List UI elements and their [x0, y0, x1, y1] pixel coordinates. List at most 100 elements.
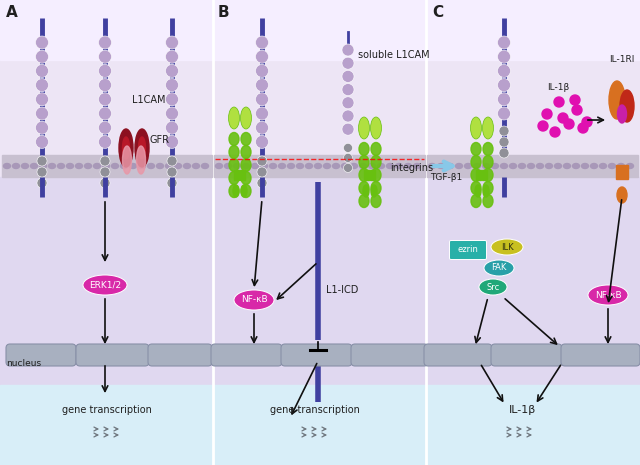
- Text: NF-κB: NF-κB: [241, 295, 268, 305]
- Ellipse shape: [241, 159, 251, 172]
- Ellipse shape: [252, 164, 259, 168]
- Ellipse shape: [157, 164, 163, 168]
- Ellipse shape: [342, 84, 354, 96]
- Ellipse shape: [184, 164, 191, 168]
- Ellipse shape: [363, 185, 369, 197]
- FancyBboxPatch shape: [6, 344, 76, 366]
- Ellipse shape: [305, 164, 312, 168]
- Ellipse shape: [499, 126, 509, 136]
- Ellipse shape: [492, 164, 499, 168]
- Ellipse shape: [447, 164, 454, 168]
- Ellipse shape: [296, 164, 303, 168]
- Ellipse shape: [167, 156, 177, 166]
- Ellipse shape: [99, 64, 111, 77]
- FancyBboxPatch shape: [281, 344, 352, 366]
- Ellipse shape: [166, 93, 179, 106]
- Ellipse shape: [358, 117, 369, 139]
- Ellipse shape: [278, 164, 285, 168]
- Ellipse shape: [255, 135, 269, 148]
- Ellipse shape: [22, 164, 29, 168]
- Ellipse shape: [35, 36, 49, 49]
- Ellipse shape: [371, 142, 381, 155]
- Ellipse shape: [93, 164, 100, 168]
- Ellipse shape: [483, 142, 493, 155]
- Ellipse shape: [99, 135, 111, 148]
- Ellipse shape: [241, 133, 251, 146]
- Ellipse shape: [333, 164, 339, 168]
- Ellipse shape: [600, 164, 607, 168]
- Ellipse shape: [216, 164, 223, 168]
- Ellipse shape: [497, 79, 511, 92]
- Ellipse shape: [470, 117, 481, 139]
- Ellipse shape: [369, 164, 376, 168]
- Ellipse shape: [387, 164, 394, 168]
- Ellipse shape: [550, 127, 560, 137]
- Ellipse shape: [438, 164, 445, 168]
- Bar: [0, 0, 640, 60]
- Ellipse shape: [545, 164, 552, 168]
- Ellipse shape: [241, 107, 252, 129]
- Ellipse shape: [404, 164, 412, 168]
- Ellipse shape: [35, 64, 49, 77]
- Ellipse shape: [102, 164, 109, 168]
- Text: B: B: [218, 5, 230, 20]
- Ellipse shape: [536, 164, 543, 168]
- Ellipse shape: [229, 159, 239, 172]
- Ellipse shape: [627, 164, 634, 168]
- Ellipse shape: [538, 121, 548, 131]
- Bar: [234, 170, 239, 180]
- Ellipse shape: [570, 95, 580, 105]
- Ellipse shape: [359, 155, 369, 168]
- Ellipse shape: [471, 194, 481, 207]
- Ellipse shape: [243, 164, 250, 168]
- Ellipse shape: [167, 167, 177, 177]
- Ellipse shape: [122, 146, 131, 174]
- Ellipse shape: [360, 164, 367, 168]
- Ellipse shape: [228, 107, 239, 129]
- Text: ERK1/2: ERK1/2: [89, 280, 121, 290]
- Ellipse shape: [342, 110, 354, 122]
- Ellipse shape: [344, 143, 353, 153]
- Ellipse shape: [287, 164, 294, 168]
- FancyBboxPatch shape: [211, 344, 282, 366]
- Ellipse shape: [500, 164, 508, 168]
- Ellipse shape: [138, 164, 145, 168]
- Ellipse shape: [342, 57, 354, 69]
- Ellipse shape: [371, 168, 381, 181]
- Bar: [214, 155, 425, 177]
- Ellipse shape: [564, 119, 574, 129]
- Ellipse shape: [483, 168, 493, 181]
- Ellipse shape: [499, 148, 509, 158]
- Ellipse shape: [37, 167, 47, 177]
- Ellipse shape: [573, 164, 579, 168]
- Ellipse shape: [166, 36, 179, 49]
- Ellipse shape: [342, 44, 354, 56]
- Ellipse shape: [99, 121, 111, 134]
- Bar: [0, 177, 640, 465]
- Ellipse shape: [497, 64, 511, 77]
- Ellipse shape: [35, 135, 49, 148]
- Bar: [370, 170, 375, 180]
- Text: ezrin: ezrin: [458, 246, 479, 254]
- Ellipse shape: [471, 168, 481, 181]
- Ellipse shape: [49, 164, 56, 168]
- Ellipse shape: [371, 194, 381, 207]
- Bar: [482, 170, 487, 180]
- Ellipse shape: [497, 93, 511, 106]
- Bar: [427, 155, 638, 177]
- Ellipse shape: [620, 90, 634, 122]
- Ellipse shape: [122, 137, 129, 159]
- Ellipse shape: [67, 164, 74, 168]
- Text: integrins: integrins: [390, 163, 433, 173]
- Text: A: A: [6, 5, 18, 20]
- Ellipse shape: [99, 36, 111, 49]
- Ellipse shape: [255, 36, 269, 49]
- Ellipse shape: [554, 164, 561, 168]
- FancyBboxPatch shape: [561, 344, 640, 366]
- Ellipse shape: [129, 164, 136, 168]
- Ellipse shape: [351, 164, 358, 168]
- FancyBboxPatch shape: [491, 344, 562, 366]
- Ellipse shape: [497, 50, 511, 63]
- Ellipse shape: [84, 164, 92, 168]
- Text: FAK: FAK: [492, 264, 507, 272]
